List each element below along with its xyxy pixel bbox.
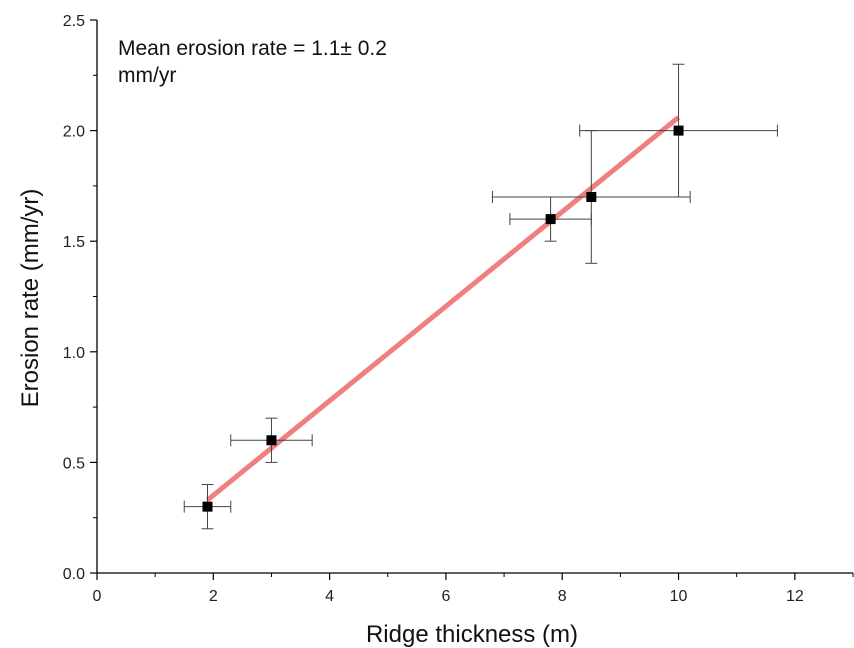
x-tick-label: 8 xyxy=(558,588,567,605)
x-axis-title: Ridge thickness (m) xyxy=(366,621,578,648)
linear-fit-line xyxy=(205,115,681,502)
y-tick-label: 2.5 xyxy=(63,13,85,30)
x-tick-label: 10 xyxy=(670,588,688,605)
x-tick-label: 12 xyxy=(786,588,804,605)
y-tick-label: 1.0 xyxy=(63,345,85,362)
annotation-line-1: Mean erosion rate = 1.1± 0.2 xyxy=(118,37,387,60)
data-point-marker xyxy=(202,501,213,512)
x-tick-label: 6 xyxy=(441,588,450,605)
annotation-line-2: mm/yr xyxy=(118,64,176,87)
x-tick-label: 0 xyxy=(93,588,102,605)
y-tick-label: 0.5 xyxy=(63,455,85,472)
data-point-marker xyxy=(266,435,277,446)
y-tick-label: 1.5 xyxy=(63,234,85,251)
x-tick-label: 4 xyxy=(325,588,334,605)
data-point-marker xyxy=(586,191,597,202)
data-point-marker xyxy=(673,125,684,136)
data-point-marker xyxy=(545,214,556,225)
y-tick-label: 2.0 xyxy=(63,124,85,141)
x-tick-label: 2 xyxy=(209,588,218,605)
y-tick-label: 0.0 xyxy=(63,566,85,583)
y-axis-title: Erosion rate (mm/yr) xyxy=(17,189,44,408)
